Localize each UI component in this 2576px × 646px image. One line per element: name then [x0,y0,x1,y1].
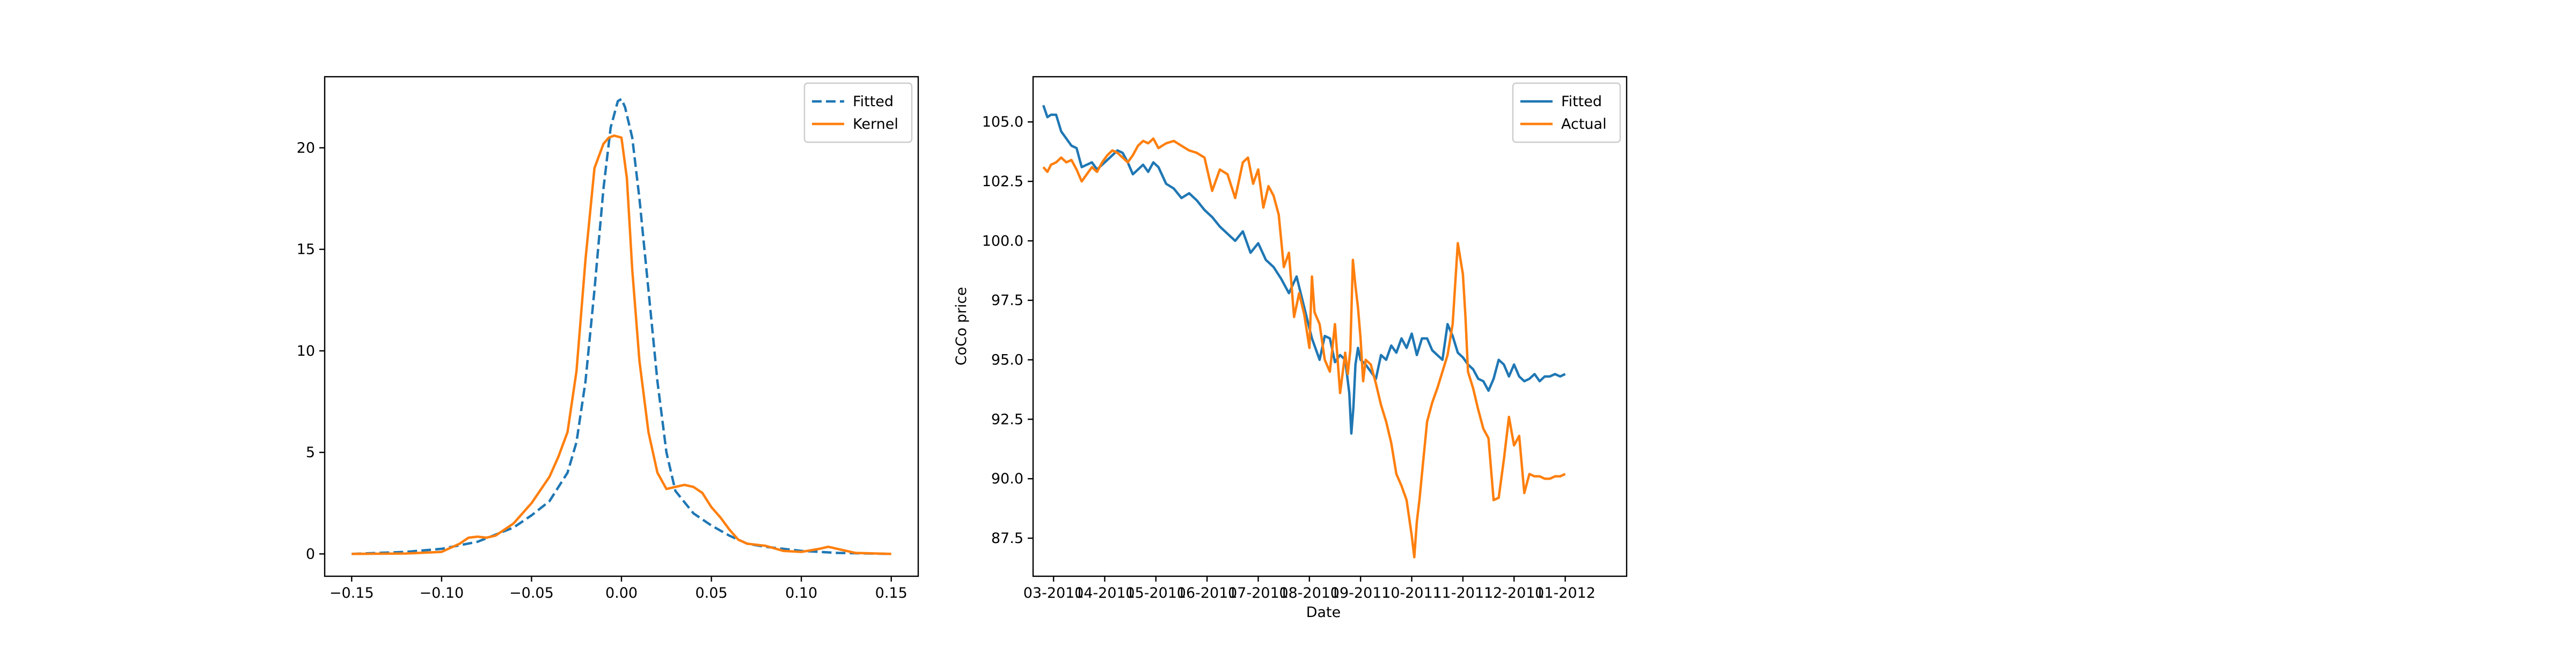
coco-x-tick-label: 07-2011 [1228,585,1289,601]
density-y-tick-label: 5 [306,444,315,461]
coco-legend: Fitted Actual [1512,82,1621,143]
coco-legend-box [1512,82,1621,143]
density-legend-label-kernel: Kernel [853,116,898,133]
coco-price-chart: 03-201104-201105-201106-201107-201108-20… [953,76,1628,621]
density-legend-box [803,82,913,143]
coco-y-tick-label: 92.5 [991,411,1023,428]
coco-legend-label-fitted: Fitted [1561,93,1602,110]
coco-axes-frame [1032,76,1628,577]
coco-x-tick-label: 12-2011 [1484,585,1545,601]
density-series-fitted-line [352,98,891,555]
coco-y-axis: 87.5 90.0 92.5 95.0 97.5 100.0 102.5 105.0 [982,114,1033,547]
density-x-tick-label: −0.15 [330,585,374,601]
coco-x-tick-label: 09-2011 [1330,585,1391,601]
coco-x-tick-label: 10-2011 [1381,585,1442,601]
density-x-tick-label: 0.00 [605,585,638,601]
coco-y-tick-label: 87.5 [991,530,1023,547]
coco-y-tick-label: 102.5 [982,173,1023,190]
coco-x-tick-label: 03-2011 [1023,585,1084,601]
density-x-tick-label: 0.10 [785,585,817,601]
density-x-tick-label: 0.05 [696,585,728,601]
coco-x-tick-label: 04-2011 [1074,585,1135,601]
coco-series-actual-line [1042,137,1566,559]
density-legend-label-fitted: Fitted [853,93,894,110]
coco-x-tick-label: 05-2011 [1125,585,1186,601]
density-x-tick-label: −0.10 [419,585,464,601]
coco-y-tick-label: 90.0 [991,471,1023,487]
coco-legend-label-actual: Actual [1561,116,1607,133]
coco-x-tick-label: 01-2012 [1535,585,1596,601]
density-x-axis: −0.15 −0.10 −0.05 0.00 0.05 0.10 0.15 [330,576,908,601]
density-y-tick-label: 0 [306,546,315,562]
coco-y-tick-label: 95.0 [991,352,1023,369]
coco-x-tick-label: 06-2011 [1177,585,1238,601]
coco-x-axis: 03-201104-201105-201106-201107-201108-20… [1023,576,1596,601]
coco-y-tick-label: 105.0 [982,114,1023,130]
density-y-tick-label: 20 [297,140,315,156]
density-legend: Fitted Kernel [803,82,913,143]
density-y-tick-label: 10 [297,343,315,359]
density-x-tick-label: −0.05 [509,585,554,601]
density-y-axis: 0 5 10 15 20 [297,140,325,562]
coco-x-tick-label: 08-2011 [1279,585,1340,601]
density-chart: −0.15 −0.10 −0.05 0.00 0.05 0.10 0.15 0 5 10 15 20… [297,76,919,601]
coco-y-tick-label: 100.0 [982,233,1023,249]
coco-plot-area [1032,76,1628,577]
coco-y-axis-label: CoCo price [953,287,970,366]
coco-y-tick-label: 97.5 [991,292,1023,309]
coco-x-axis-label: Date [1306,604,1341,621]
density-x-tick-label: 0.15 [875,585,908,601]
density-y-tick-label: 15 [297,241,315,258]
density-series-kernel-line [352,134,891,555]
coco-x-tick-label: 11-2011 [1432,585,1493,601]
